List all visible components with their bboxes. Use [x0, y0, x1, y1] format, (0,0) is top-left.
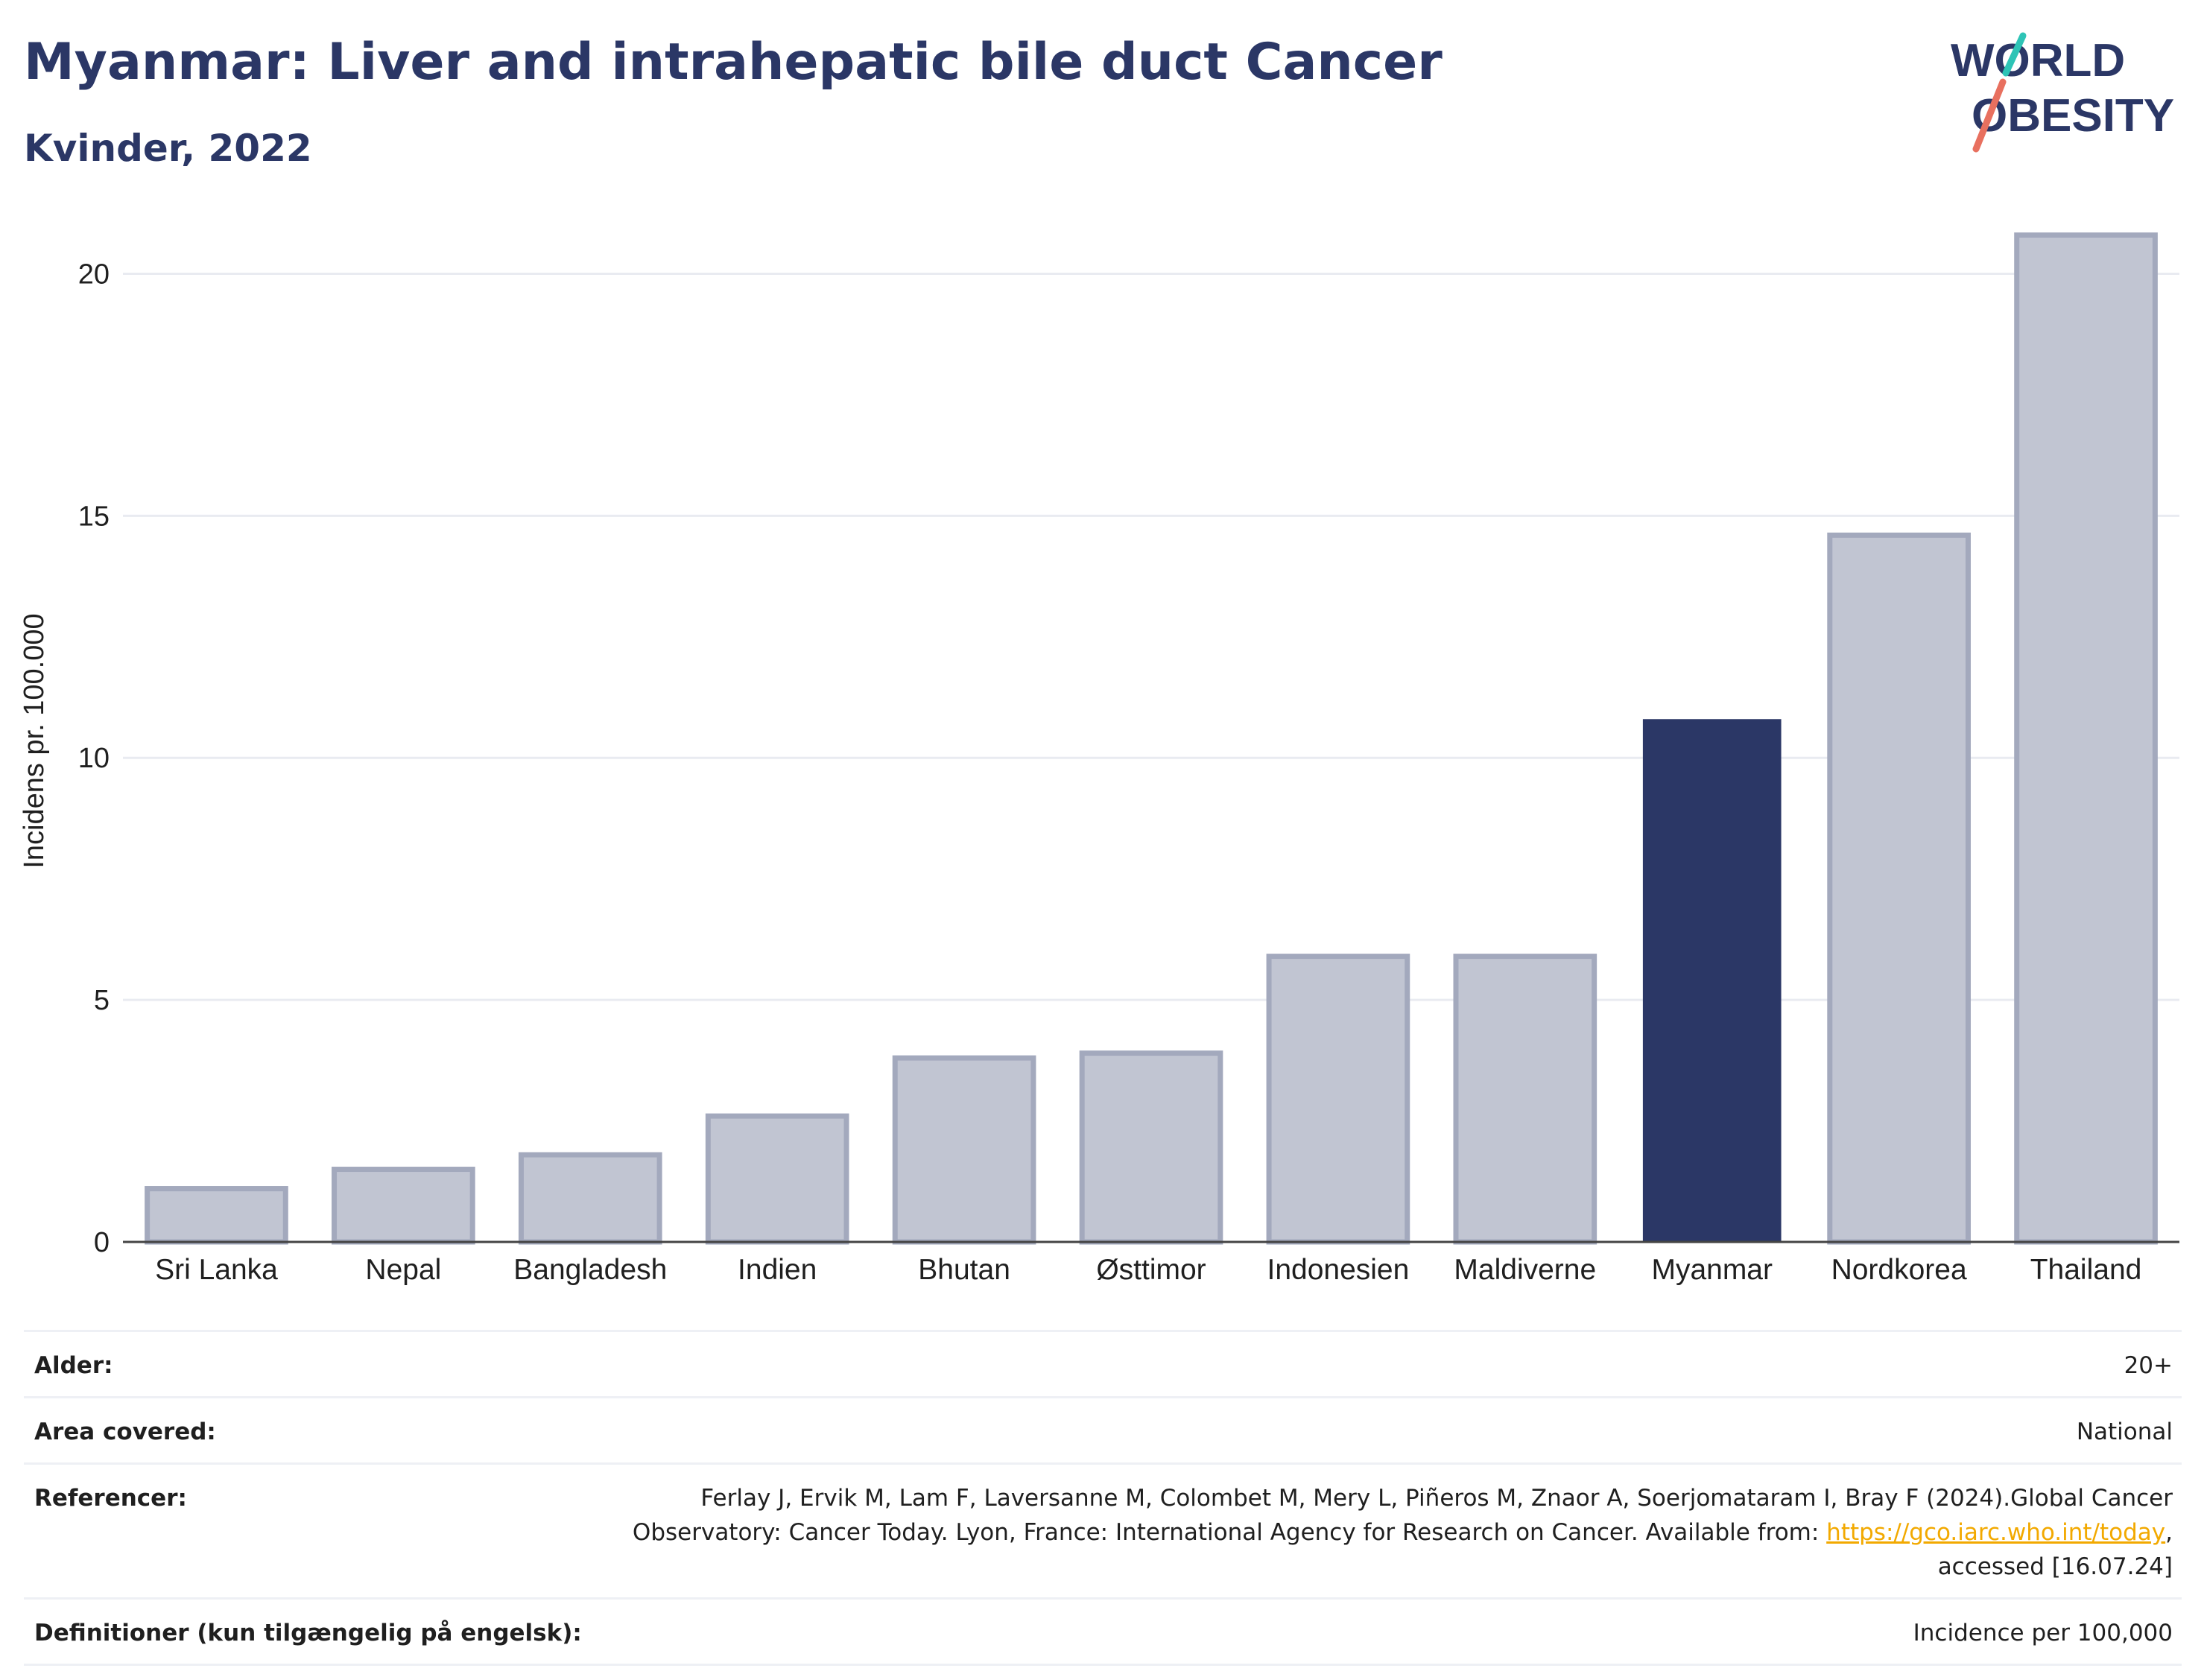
- y-tick-label: 20: [78, 259, 110, 290]
- info-value-definitions: Incidence per 100,000: [1913, 1620, 2173, 1646]
- y-tick-label: 0: [94, 1227, 110, 1258]
- info-label-definitions: Definitioner (kun tilgængelig på engelsk…: [34, 1620, 582, 1646]
- info-value-references: Ferlay J, Ervik M, Lam F, Laversanne M, …: [571, 1481, 2173, 1584]
- chart-subtitle: Kvinder, 2022: [24, 127, 312, 170]
- x-tick-label: Sri Lanka: [155, 1254, 278, 1286]
- y-axis-label: Incidens pr. 100.000: [19, 613, 50, 868]
- x-tick-label: Myanmar: [1651, 1254, 1773, 1286]
- info-label-age: Alder:: [34, 1352, 113, 1379]
- x-tick-label: Indien: [738, 1254, 817, 1286]
- x-tick-label: Thailand: [2030, 1254, 2142, 1286]
- x-tick-label: Maldiverne: [1454, 1254, 1596, 1286]
- bar-nordkorea: [1827, 532, 1971, 1245]
- info-label-area: Area covered:: [34, 1419, 216, 1445]
- info-value-area: National: [2076, 1419, 2173, 1445]
- info-row-age: Alder: 20+: [24, 1330, 2182, 1396]
- info-label-references: Referencer:: [34, 1485, 187, 1512]
- bar-nepal: [332, 1167, 475, 1245]
- y-tick-label: 10: [78, 743, 110, 774]
- info-table: Alder: 20+ Area covered: National Refere…: [24, 1330, 2182, 1666]
- reference-text: Ferlay J, Ervik M, Lam F, Laversanne M, …: [632, 1485, 2173, 1546]
- bar-thailand: [2014, 232, 2158, 1245]
- bar-myanmar: [1642, 719, 1782, 1242]
- info-row-references: Referencer: Ferlay J, Ervik M, Lam F, La…: [24, 1462, 2182, 1597]
- bar-bhutan: [892, 1055, 1036, 1245]
- info-row-definitions: Definitioner (kun tilgængelig på engelsk…: [24, 1597, 2182, 1666]
- bar-maldiverne: [1453, 954, 1597, 1245]
- info-row-area: Area covered: National: [24, 1396, 2182, 1462]
- bar-indien: [705, 1113, 849, 1245]
- y-tick-label: 5: [94, 985, 110, 1016]
- logo-word-line1: WORLD: [1951, 35, 2125, 86]
- logo-slash-teal: [2002, 32, 2027, 77]
- bars: [145, 232, 2158, 1245]
- bar-østtimor: [1079, 1050, 1223, 1245]
- x-tick-label: Indonesien: [1267, 1254, 1409, 1286]
- reference-link[interactable]: https://gco.iarc.who.int/today: [1826, 1519, 2166, 1546]
- info-value-age: 20+: [2124, 1352, 2173, 1379]
- bar-indonesien: [1266, 954, 1410, 1245]
- bar-sri-lanka: [145, 1186, 288, 1245]
- x-tick-label: Bangladesh: [513, 1254, 667, 1286]
- logo-slash-coral: [1972, 78, 2007, 153]
- x-axis-ticks: Sri Lanka Nepal Bangladesh Indien Bhutan Østt…: [155, 1254, 2141, 1286]
- logo-word-line2: OBESITY: [1972, 90, 2174, 142]
- y-tick-label: 15: [78, 501, 110, 532]
- y-axis-ticks: 0 5 10 15 20: [78, 259, 110, 1258]
- bar-chart: 0 5 10 15 20 Sri Lanka Nepal Bangladesh Indien B…: [19, 232, 2179, 1286]
- x-tick-label: Nepal: [365, 1254, 441, 1286]
- world-obesity-logo: WORLD OBESITY: [1951, 32, 2174, 153]
- bar-bangladesh: [518, 1152, 662, 1245]
- reference-accessed: , accessed [16.07.24]: [1937, 1519, 2173, 1580]
- x-tick-label: Nordkorea: [1831, 1254, 1967, 1286]
- x-tick-label: Bhutan: [918, 1254, 1010, 1286]
- chart-title: Myanmar: Liver and intrahepatic bile duc…: [24, 33, 1443, 92]
- x-tick-label: Østtimor: [1096, 1254, 1206, 1286]
